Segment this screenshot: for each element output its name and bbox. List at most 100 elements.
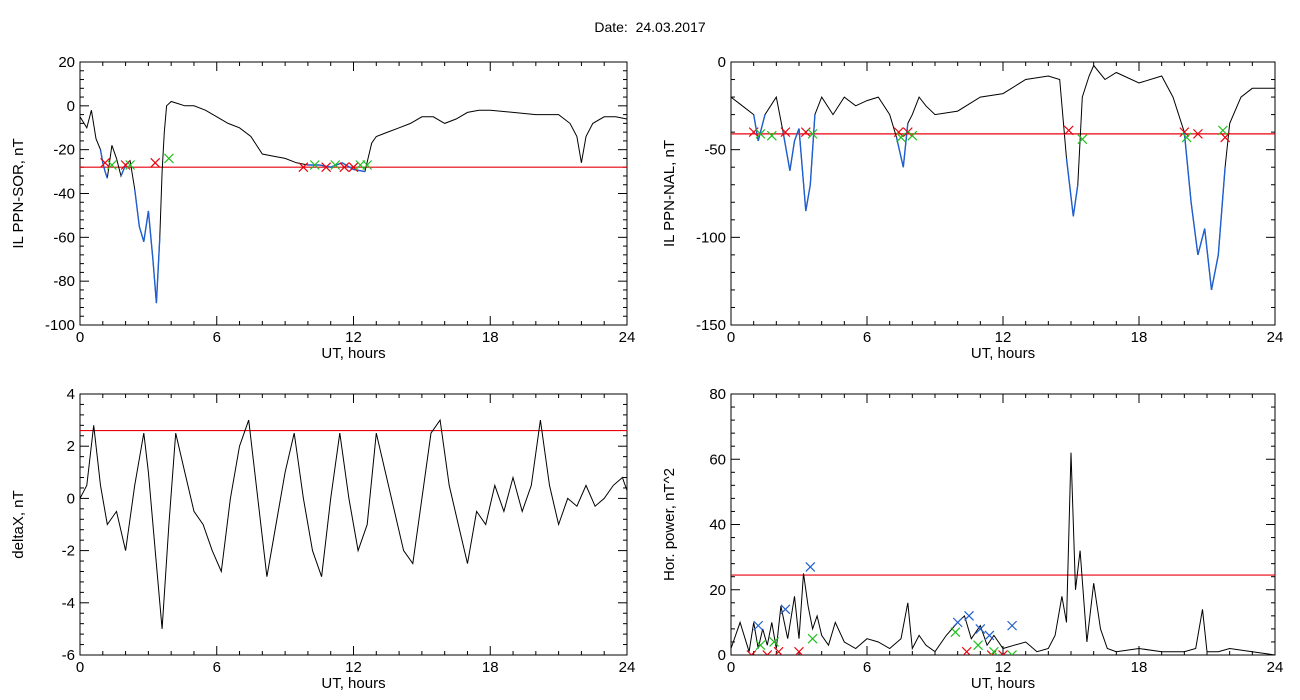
marker-red-x [893,127,904,138]
x-tick-label: 24 [619,329,636,346]
marker-stroke [794,646,804,655]
marker-red-x [748,127,759,138]
x-tick-label: 0 [727,659,735,676]
y-tick-label: 20 [709,582,726,599]
marker-green-x [755,128,766,139]
x-tick-label: 18 [482,659,499,676]
marker-red-x [100,157,110,168]
series-line [731,64,1275,290]
marker-stroke [1220,132,1231,143]
x-tick-label: 0 [727,329,735,346]
x-tick-label: 24 [1267,659,1284,676]
y-axis-label: IL PPN-NAL, nT [661,140,678,247]
marker-stroke [330,160,341,170]
plot-frame [79,61,628,326]
y-tick-label: -6 [62,647,75,664]
marker-red-x [150,157,161,168]
highlight-segment [895,123,909,168]
marker-stroke [1063,125,1074,136]
marker-blue-x [964,610,974,621]
highlight-segment [99,149,108,179]
marker-red-x [339,162,350,173]
marker-stroke [106,160,117,170]
x-tick-label: 0 [76,329,84,346]
x-tick-label: 12 [995,329,1012,346]
marker-green-x [1007,650,1017,655]
marker-green-x [807,633,818,644]
highlight-segment [753,114,766,142]
y-tick-label: -60 [53,229,75,246]
marker-stroke [100,157,110,168]
marker-stroke [952,617,963,628]
x-tick-label: 0 [76,659,84,676]
marker-blue-x [753,620,764,631]
marker-stroke [975,623,986,634]
x-axis-label: UT, hours [321,345,385,362]
marker-red-x [998,650,1008,655]
x-tick-label: 12 [345,659,362,676]
marker-blue-x [975,623,986,634]
y-tick-label: -50 [704,142,726,159]
x-tick-label: 6 [863,329,871,346]
marker-stroke [753,620,764,631]
marker-green-x [309,160,320,170]
highlight-segment [1183,132,1226,291]
marker-stroke [321,162,332,173]
marker-green-x [896,132,906,143]
marker-green-x [755,640,766,651]
y-tick-label: -20 [53,142,75,159]
marker-green-x [950,627,961,638]
marker-stroke [120,160,131,170]
panel-il-ppn-sor: 0 6 12 18 24 -100 -80 -60 -40 -20 0 20 UT, hours IL P… [10,54,635,362]
series-line [80,418,627,629]
y-tick-label: -100 [45,317,75,334]
y-tick-label: 0 [67,490,75,507]
marker-stroke [746,650,753,655]
marker-stroke [766,650,773,655]
y-tick-label: -150 [696,317,726,334]
marker-stroke [800,127,811,138]
data-layer [80,418,627,629]
marker-green-x [973,640,983,651]
marker-stroke [780,604,791,615]
plot-frame [730,61,1276,326]
data-layer [80,100,627,304]
x-axis-label: UT, hours [321,675,385,692]
marker-stroke [973,640,983,651]
data-layer [731,452,1275,655]
x-axis-label: UT, hours [971,345,1035,362]
marker-green-x [362,160,373,170]
marker-stroke [125,160,136,170]
marker-red-x [746,650,757,655]
marker-stroke [962,646,972,655]
marker-red-x [348,162,359,173]
marker-green-x [807,128,818,139]
y-tick-label: -100 [696,229,726,246]
marker-stroke [769,637,779,647]
marker-stroke [807,633,818,644]
marker-stroke [362,160,373,170]
marker-red-x [1179,127,1190,138]
marker-stroke [805,561,816,572]
marker-red-x [120,160,131,170]
marker-stroke [150,157,161,168]
y-tick-label: 40 [709,517,726,534]
marker-stroke [989,646,999,655]
marker-green-x [907,130,918,141]
marker-stroke [298,162,309,173]
plot-frame [730,393,1276,656]
y-tick-label: 0 [718,54,726,71]
y-tick-label: -80 [53,273,75,290]
y-tick-label: 60 [709,451,726,468]
y-axis-label: Hor. power, nT^2 [661,468,678,581]
figure-title: Date: 24.03.2017 [594,19,706,35]
marker-stroke [163,153,174,164]
marker-blue-x [984,630,995,641]
marker-stroke [309,160,320,170]
marker-stroke [348,162,359,173]
marker-red-x [794,646,804,655]
marker-red-x [762,650,773,655]
marker-blue-x [1007,620,1017,631]
marker-red-x [800,127,811,138]
